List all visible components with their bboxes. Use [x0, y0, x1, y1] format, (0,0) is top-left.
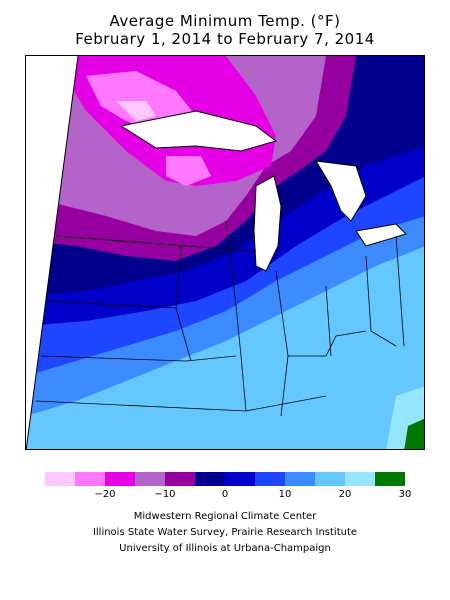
legend-swatch: [345, 472, 375, 486]
band-wisconsin-cold-pocket: [166, 156, 211, 186]
lake-michigan: [253, 175, 282, 272]
legend-swatch: [315, 472, 345, 486]
projection-edge: [26, 56, 79, 449]
lake-superior: [119, 110, 278, 152]
legend-swatch: [45, 472, 75, 486]
legend-swatch: [135, 472, 165, 486]
legend-tick-label: −20: [94, 489, 116, 500]
legend-swatch: [225, 472, 255, 486]
legend-swatch: [285, 472, 315, 486]
legend-tick-label: −10: [154, 489, 176, 500]
legend-swatch: [255, 472, 285, 486]
legend-tick-label: 30: [398, 489, 412, 500]
band-30-plus: [404, 418, 424, 449]
map-title: Average Minimum Temp. (°F): [109, 12, 341, 30]
legend-tick-label: 20: [338, 489, 352, 500]
credit-mrcc: Midwestern Regional Climate Center: [133, 511, 317, 522]
legend-tick-label: 0: [221, 489, 229, 500]
state-boundaries: [35, 220, 405, 417]
lake-erie: [355, 223, 407, 247]
temperature-map: [25, 55, 425, 450]
legend-ticks: −20 −10 0 10 20 30: [45, 489, 411, 503]
lake-huron: [315, 160, 367, 222]
legend-swatch: [75, 472, 105, 486]
band-coldest: [116, 101, 156, 121]
temperature-bands: [26, 56, 424, 449]
legend-swatch: [105, 472, 135, 486]
legend-swatch: [165, 472, 195, 486]
map-date-range: February 1, 2014 to February 7, 2014: [75, 30, 375, 48]
color-legend: [45, 472, 405, 486]
map-canvas: [26, 56, 424, 449]
legend-tick-label: 10: [278, 489, 292, 500]
legend-swatch: [375, 472, 405, 486]
credit-isws: Illinois State Water Survey, Prairie Res…: [92, 527, 358, 538]
legend-swatch: [195, 472, 225, 486]
credit-uiuc: University of Illinois at Urbana-Champai…: [119, 543, 331, 554]
